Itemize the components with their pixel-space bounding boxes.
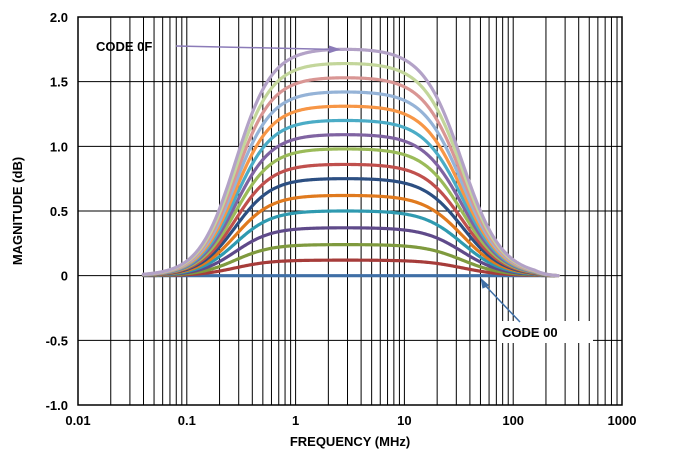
x-tick-labels: 0.01 0.1 1 10 100 1000 <box>65 413 636 428</box>
series-line-8 <box>141 147 560 278</box>
x-tick-label: 10 <box>397 413 411 428</box>
series-line-1 <box>141 258 560 278</box>
x-tick-label: 1000 <box>608 413 637 428</box>
series-line-7 <box>141 162 560 278</box>
y-axis-label: MAGNITUDE (dB) <box>10 157 25 265</box>
series-group <box>141 47 560 278</box>
x-tick-label: 0.01 <box>65 413 90 428</box>
series-line-15 <box>141 47 560 278</box>
annotations: CODE 0F CODE 00 <box>96 39 593 343</box>
series-line-10 <box>141 118 560 278</box>
x-tick-label: 1 <box>292 413 299 428</box>
x-tick-label: 100 <box>502 413 524 428</box>
y-tick-label: 0.5 <box>50 204 68 219</box>
series-line-2 <box>141 243 560 278</box>
y-tick-label: 1.5 <box>50 75 68 90</box>
series-line-5 <box>141 193 560 278</box>
y-tick-label: 2.0 <box>50 10 68 25</box>
x-axis-label: FREQUENCY (MHz) <box>290 434 410 449</box>
y-tick-labels: 2.0 1.5 1.0 0.5 0 -0.5 -1.0 <box>46 10 68 413</box>
series-line-3 <box>141 226 560 278</box>
x-tick-label: 0.1 <box>178 413 196 428</box>
y-tick-label: -0.5 <box>46 333 68 348</box>
annotation-code-00: CODE 00 <box>502 325 558 340</box>
series-line-9 <box>141 133 560 278</box>
series-line-6 <box>141 177 560 278</box>
annotation-code-0f: CODE 0F <box>96 39 152 54</box>
y-tick-label: 0 <box>61 269 68 284</box>
series-line-4 <box>141 209 560 278</box>
y-tick-label: 1.0 <box>50 139 68 154</box>
y-tick-label: -1.0 <box>46 398 68 413</box>
plot-frame <box>77 16 623 406</box>
